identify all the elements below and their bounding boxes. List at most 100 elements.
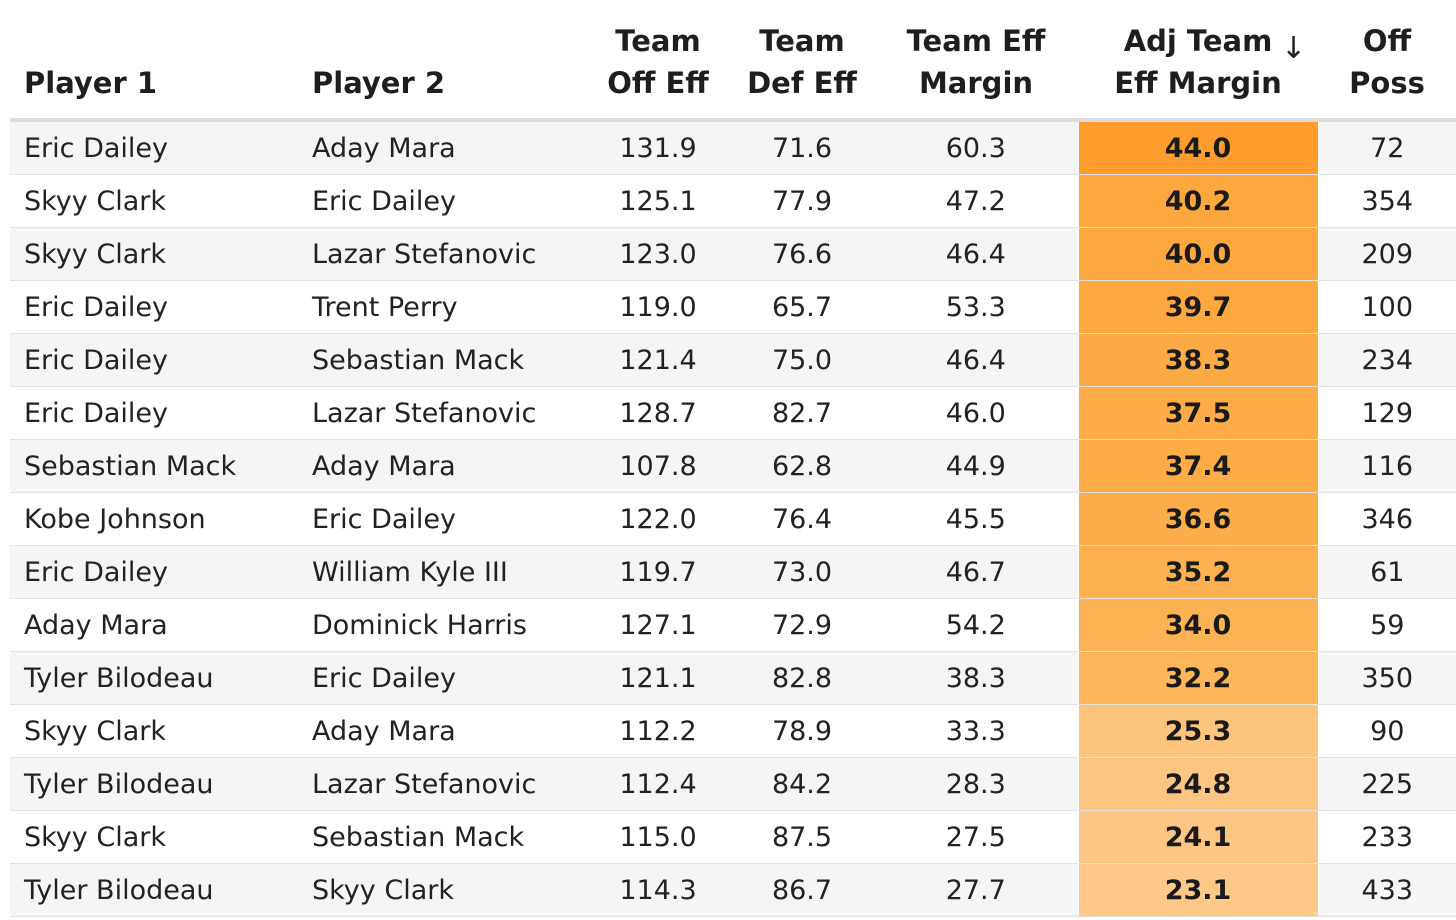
table-row[interactable]: Kobe Johnson Eric Dailey 122.0 76.4 45.5 36.6…	[10, 492, 1456, 546]
column-header-label: Team Def Eff	[747, 24, 857, 100]
cell-def: 86.7	[730, 863, 874, 917]
cell-p2: Eric Dailey	[298, 492, 586, 546]
cell-def: 73.0	[730, 545, 874, 599]
cell-margin: 47.2	[874, 174, 1078, 228]
cell-p2: Sebastian Mack	[298, 333, 586, 387]
column-header-off[interactable]: Team Off Eff	[586, 0, 730, 122]
table-body: Eric Dailey Aday Mara 131.9 71.6 60.3 44.0 72 S…	[10, 120, 1456, 917]
table-row[interactable]: Eric Dailey Sebastian Mack 121.4 75.0 46.4 38…	[10, 333, 1456, 387]
cell-poss: 209	[1318, 227, 1456, 281]
cell-margin: 44.9	[874, 439, 1078, 493]
column-header-adj[interactable]: Adj Team Eff Margin ↓	[1078, 0, 1318, 122]
table-row[interactable]: Skyy Clark Eric Dailey 125.1 77.9 47.2 40.2 35…	[10, 174, 1456, 228]
table-row[interactable]: Eric Dailey Trent Perry 119.0 65.7 53.3 39.7 1…	[10, 280, 1456, 334]
cell-off: 114.3	[586, 863, 730, 917]
cell-margin: 33.3	[874, 704, 1078, 758]
column-header-label: Adj Team Eff Margin	[1114, 24, 1282, 100]
table-row[interactable]: Aday Mara Dominick Harris 127.1 72.9 54.2 34.…	[10, 598, 1456, 652]
cell-off: 119.7	[586, 545, 730, 599]
cell-margin: 60.3	[874, 120, 1078, 175]
cell-margin: 45.5	[874, 492, 1078, 546]
cell-def: 77.9	[730, 174, 874, 228]
table-row[interactable]: Tyler Bilodeau Eric Dailey 121.1 82.8 38.3 32…	[10, 651, 1456, 705]
cell-p1: Eric Dailey	[10, 386, 298, 440]
cell-p2: Eric Dailey	[298, 174, 586, 228]
column-header-p2[interactable]: Player 2	[298, 0, 586, 122]
cell-p1: Skyy Clark	[10, 174, 298, 228]
cell-margin: 46.0	[874, 386, 1078, 440]
cell-margin: 27.7	[874, 863, 1078, 917]
cell-def: 82.8	[730, 651, 874, 705]
cell-p1: Eric Dailey	[10, 280, 298, 334]
cell-poss: 90	[1318, 704, 1456, 758]
cell-def: 75.0	[730, 333, 874, 387]
cell-margin: 28.3	[874, 757, 1078, 811]
cell-poss: 234	[1318, 333, 1456, 387]
cell-poss: 225	[1318, 757, 1456, 811]
cell-p1: Tyler Bilodeau	[10, 757, 298, 811]
table-row[interactable]: Eric Dailey Lazar Stefanovic 128.7 82.7 46.0…	[10, 386, 1456, 440]
cell-margin: 53.3	[874, 280, 1078, 334]
cell-poss: 61	[1318, 545, 1456, 599]
cell-p2: Aday Mara	[298, 439, 586, 493]
cell-poss: 100	[1318, 280, 1456, 334]
cell-p2: Lazar Stefanovic	[298, 757, 586, 811]
cell-def: 76.6	[730, 227, 874, 281]
cell-p1: Tyler Bilodeau	[10, 651, 298, 705]
column-header-margin[interactable]: Team Eff Margin	[874, 0, 1078, 122]
cell-margin: 54.2	[874, 598, 1078, 652]
cell-poss: 233	[1318, 810, 1456, 864]
cell-p2: Eric Dailey	[298, 651, 586, 705]
cell-p1: Eric Dailey	[10, 545, 298, 599]
cell-p1: Skyy Clark	[10, 704, 298, 758]
cell-adj: 44.0	[1077, 120, 1319, 175]
cell-poss: 72	[1318, 120, 1456, 175]
table-row[interactable]: Eric Dailey Aday Mara 131.9 71.6 60.3 44.0 72	[10, 120, 1456, 175]
cell-adj: 37.4	[1077, 439, 1319, 493]
cell-off: 112.2	[586, 704, 730, 758]
table-row[interactable]: Eric Dailey William Kyle III 119.7 73.0 46.7…	[10, 545, 1456, 599]
sort-descending-icon[interactable]: ↓	[1280, 31, 1306, 66]
cell-off: 112.4	[586, 757, 730, 811]
cell-off: 121.1	[586, 651, 730, 705]
cell-p2: Lazar Stefanovic	[298, 386, 586, 440]
cell-margin: 38.3	[874, 651, 1078, 705]
cell-adj: 24.1	[1077, 810, 1319, 864]
cell-def: 78.9	[730, 704, 874, 758]
cell-margin: 46.7	[874, 545, 1078, 599]
cell-def: 65.7	[730, 280, 874, 334]
column-header-label: Player 1	[24, 66, 158, 100]
column-header-poss[interactable]: Off Poss	[1318, 0, 1456, 122]
cell-poss: 129	[1318, 386, 1456, 440]
table-row[interactable]: Sebastian Mack Aday Mara 107.8 62.8 44.9 37.4…	[10, 439, 1456, 493]
column-header-p1[interactable]: Player 1	[10, 0, 298, 122]
table-row[interactable]: Skyy Clark Sebastian Mack 115.0 87.5 27.5 24.…	[10, 810, 1456, 864]
cell-adj: 38.3	[1077, 333, 1319, 387]
cell-off: 131.9	[586, 120, 730, 175]
table-row[interactable]: Tyler Bilodeau Skyy Clark 114.3 86.7 27.7 23.…	[10, 863, 1456, 917]
cell-off: 107.8	[586, 439, 730, 493]
cell-poss: 433	[1318, 863, 1456, 917]
cell-p2: Sebastian Mack	[298, 810, 586, 864]
cell-def: 84.2	[730, 757, 874, 811]
cell-off: 122.0	[586, 492, 730, 546]
cell-def: 76.4	[730, 492, 874, 546]
cell-adj: 37.5	[1077, 386, 1319, 440]
table-row[interactable]: Skyy Clark Aday Mara 112.2 78.9 33.3 25.3 90	[10, 704, 1456, 758]
table-header-row: Player 1 Player 2 Team Off Eff Team Def Eff…	[10, 0, 1456, 122]
table-row[interactable]: Skyy Clark Lazar Stefanovic 123.0 76.6 46.4 4…	[10, 227, 1456, 281]
lineup-pairs-table: Player 1 Player 2 Team Off Eff Team Def Eff…	[10, 0, 1456, 917]
column-header-def[interactable]: Team Def Eff	[730, 0, 874, 122]
column-header-label: Team Eff Margin	[906, 24, 1046, 100]
cell-poss: 346	[1318, 492, 1456, 546]
cell-p1: Skyy Clark	[10, 227, 298, 281]
cell-off: 121.4	[586, 333, 730, 387]
cell-def: 71.6	[730, 120, 874, 175]
cell-adj: 34.0	[1077, 598, 1319, 652]
cell-adj: 40.2	[1077, 174, 1319, 228]
column-header-label: Team Off Eff	[607, 24, 709, 100]
cell-adj: 32.2	[1077, 651, 1319, 705]
cell-def: 87.5	[730, 810, 874, 864]
cell-p1: Skyy Clark	[10, 810, 298, 864]
table-row[interactable]: Tyler Bilodeau Lazar Stefanovic 112.4 84.2 2…	[10, 757, 1456, 811]
